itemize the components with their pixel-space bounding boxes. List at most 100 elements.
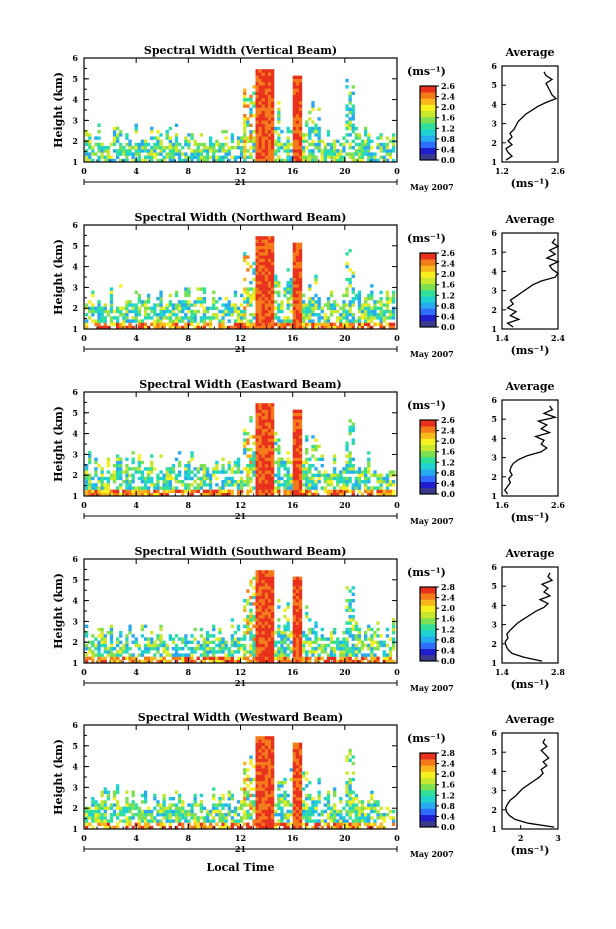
heatmap-cell bbox=[311, 454, 315, 458]
heatmap-cell bbox=[295, 599, 300, 603]
heatmap-cell bbox=[221, 483, 225, 487]
heatmap-cell bbox=[258, 271, 262, 275]
heatmap-cell bbox=[162, 476, 166, 481]
heatmap-cell bbox=[271, 133, 275, 137]
heatmap-cell bbox=[258, 803, 262, 807]
heatmap-cell bbox=[243, 322, 247, 326]
heatmap-cell bbox=[88, 816, 92, 820]
heatmap-cell bbox=[116, 790, 120, 794]
heatmap-cell bbox=[190, 492, 194, 497]
heatmap-cell bbox=[249, 322, 253, 326]
heatmap-cell bbox=[351, 643, 355, 648]
heatmap-cell bbox=[153, 313, 157, 317]
heatmap-cell bbox=[261, 765, 265, 769]
heatmap-cell bbox=[308, 130, 312, 134]
heatmap-cell bbox=[323, 637, 327, 641]
heatmap-cell bbox=[308, 287, 312, 291]
heatmap-cell bbox=[351, 483, 355, 487]
heatmap-cell bbox=[271, 640, 275, 644]
colorbar-tick-label: 0.0 bbox=[441, 489, 455, 499]
heatmap-cell bbox=[298, 489, 303, 493]
heatmap-cell bbox=[137, 313, 141, 317]
heatmap-cell bbox=[351, 592, 355, 596]
heatmap-cell bbox=[314, 306, 318, 310]
heatmap-cell bbox=[314, 621, 318, 625]
heatmap-cell bbox=[267, 69, 272, 73]
heatmap-cell bbox=[165, 643, 169, 648]
heatmap-cell bbox=[205, 489, 210, 493]
heatmap-cell bbox=[255, 261, 259, 266]
heatmap-cell bbox=[286, 621, 290, 625]
heatmap-cell bbox=[267, 822, 272, 826]
heatmap-cell bbox=[252, 659, 256, 664]
heatmap-cell bbox=[295, 615, 300, 619]
heatmap-cell bbox=[274, 803, 278, 807]
heatmap-cell bbox=[314, 656, 318, 660]
heatmap-cell bbox=[370, 473, 374, 477]
heatmap-cell bbox=[243, 618, 247, 622]
heatmap-cell bbox=[125, 316, 129, 320]
heatmap-cell bbox=[261, 745, 265, 750]
heatmap-cell bbox=[376, 634, 380, 638]
heatmap-cell bbox=[199, 319, 203, 323]
heatmap-cell bbox=[218, 659, 222, 664]
heatmap-cell bbox=[205, 653, 210, 657]
heatmap-cell bbox=[267, 624, 272, 628]
heatmap-cell bbox=[295, 825, 300, 830]
heatmap-cell bbox=[240, 139, 244, 143]
heatmap-cell bbox=[305, 309, 309, 314]
heatmap-cell bbox=[292, 110, 296, 115]
heatmap-cell bbox=[193, 149, 197, 153]
heatmap-cell bbox=[100, 152, 104, 156]
heatmap-cell bbox=[218, 489, 222, 493]
heatmap-cell bbox=[277, 101, 281, 105]
heatmap-cell bbox=[137, 152, 141, 156]
heatmap-cell bbox=[156, 489, 160, 493]
heatmap-cell bbox=[178, 797, 182, 801]
heatmap-cell bbox=[261, 120, 265, 124]
heatmap-cell bbox=[367, 637, 371, 641]
heatmap-cell bbox=[156, 313, 160, 317]
heatmap-cell bbox=[190, 322, 194, 326]
heatmap-cell bbox=[252, 297, 256, 301]
heatmap-cell bbox=[391, 627, 396, 632]
heatmap-cell bbox=[289, 822, 293, 826]
heatmap-cell bbox=[271, 809, 275, 814]
heatmap-cell bbox=[140, 325, 145, 330]
heatmap-cell bbox=[258, 126, 262, 131]
colorbar-frame bbox=[419, 419, 437, 495]
heatmap-cell bbox=[199, 822, 203, 826]
heatmap-cell bbox=[357, 155, 362, 159]
heatmap-cell bbox=[271, 464, 275, 468]
heatmap-cell bbox=[255, 637, 259, 641]
heatmap-cell bbox=[342, 650, 346, 654]
heatmap-cell bbox=[267, 492, 272, 497]
heatmap-cell bbox=[190, 133, 194, 137]
heatmap-cell bbox=[119, 819, 123, 823]
heatmap-cell bbox=[109, 155, 114, 159]
heatmap-cell bbox=[122, 146, 126, 150]
heatmap-cell bbox=[292, 98, 296, 102]
heatmap-cell bbox=[190, 659, 194, 664]
heatmap-cell bbox=[360, 309, 365, 314]
heatmap-cell bbox=[261, 627, 265, 632]
heatmap-cell bbox=[103, 809, 107, 814]
heatmap-cell bbox=[258, 85, 262, 89]
heatmap-cell bbox=[274, 653, 278, 657]
heatmap-cell bbox=[112, 790, 117, 794]
heatmap-cell bbox=[264, 451, 269, 455]
heatmap-cell bbox=[295, 261, 300, 266]
heatmap-cell bbox=[125, 483, 129, 487]
x-tick-label: 8 bbox=[186, 333, 192, 343]
heatmap-cell bbox=[202, 316, 207, 320]
heatmap-cell bbox=[351, 114, 355, 118]
heatmap-cell bbox=[292, 749, 296, 753]
heatmap-cell bbox=[218, 809, 222, 814]
heatmap-cell bbox=[258, 752, 262, 756]
heatmap-cell bbox=[295, 492, 300, 497]
heatmap-cell bbox=[277, 467, 281, 471]
heatmap-cell bbox=[103, 316, 107, 320]
heatmap-cell bbox=[345, 316, 349, 320]
heatmap-cell bbox=[286, 470, 290, 474]
heatmap-cell bbox=[165, 306, 169, 310]
